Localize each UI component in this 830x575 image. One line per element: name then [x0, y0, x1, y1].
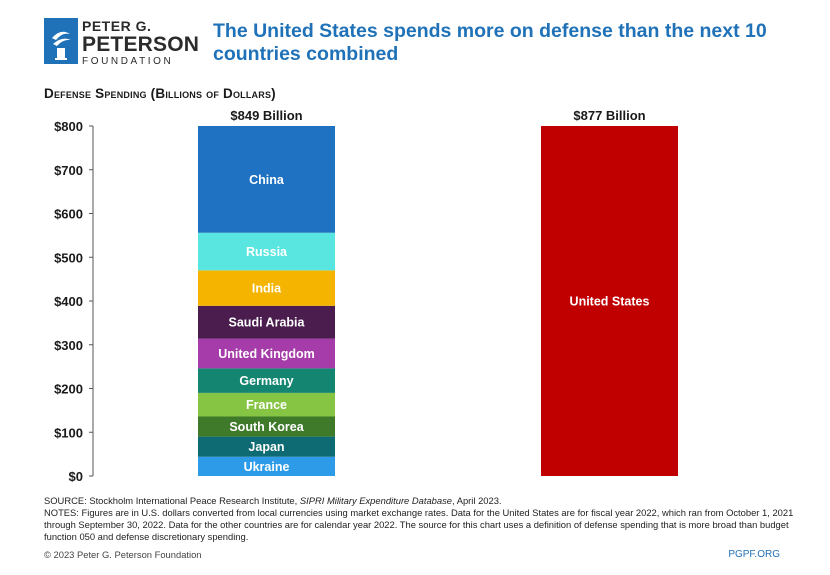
bar-segment [541, 126, 678, 476]
chart-subtitle: Defense Spending (Billions of Dollars) [44, 86, 276, 101]
y-tick-label: $300 [54, 338, 83, 353]
site-link[interactable]: PGPF.ORG [728, 549, 780, 560]
brand-wordmark: PETER G. PETERSON FOUNDATION [82, 19, 199, 67]
bar-segment [198, 270, 335, 306]
segment-label: India [252, 282, 282, 296]
segment-label: Japan [248, 440, 284, 454]
segment-label: Russia [246, 245, 288, 259]
y-tick-label: $200 [54, 382, 83, 397]
pgpf-logo-icon [44, 18, 78, 64]
brand-line-2: PETERSON [82, 33, 200, 56]
y-tick-label: $700 [54, 163, 83, 178]
y-tick-label: $500 [54, 250, 83, 265]
segment-label: France [246, 398, 287, 412]
bar-segment [198, 305, 335, 339]
y-tick-label: $400 [54, 294, 83, 309]
segment-label: China [249, 173, 285, 187]
bar-total-label: $877 Billion [573, 108, 645, 123]
notes-text: NOTES: Figures are in U.S. dollars conve… [44, 507, 794, 542]
segment-label: United States [570, 295, 650, 309]
chart-title: The United States spends more on defense… [213, 20, 767, 66]
bar-segment [198, 338, 335, 369]
bar-total-label: $849 Billion [230, 108, 302, 123]
bar-segment [198, 436, 335, 457]
source-title: SIPRI Military Expenditure Database [299, 495, 453, 506]
brand-line-1: PETER G. [82, 18, 152, 34]
bar-segment [198, 416, 335, 437]
source-prefix: SOURCE: Stockholm International Peace Re… [44, 495, 300, 506]
y-tick-label: $0 [69, 469, 83, 484]
bar-segment [198, 392, 335, 417]
bar-segment [198, 126, 335, 233]
brand-line-3: FOUNDATION [82, 56, 174, 67]
segment-label: South Korea [229, 420, 304, 434]
copyright: © 2023 Peter G. Peterson Foundation [44, 549, 202, 560]
bar-segment [198, 456, 335, 476]
segment-label: United Kingdom [218, 347, 315, 361]
bar-segment [198, 232, 335, 271]
y-tick-label: $600 [54, 207, 83, 222]
segment-label: Ukraine [244, 460, 290, 474]
y-tick-label: $100 [54, 425, 83, 440]
source-suffix: , April 2023. [452, 495, 502, 506]
bar-segment [198, 368, 335, 393]
source-notes: SOURCE: Stockholm International Peace Re… [44, 495, 804, 543]
segment-label: Germany [239, 374, 293, 388]
y-tick-label: $800 [54, 119, 83, 134]
stacked-bar-chart: $0 $100 $200 $300 $400 $500 $600 $700 $800 Ukrain… [54, 108, 678, 484]
segment-label: Saudi Arabia [229, 316, 306, 330]
